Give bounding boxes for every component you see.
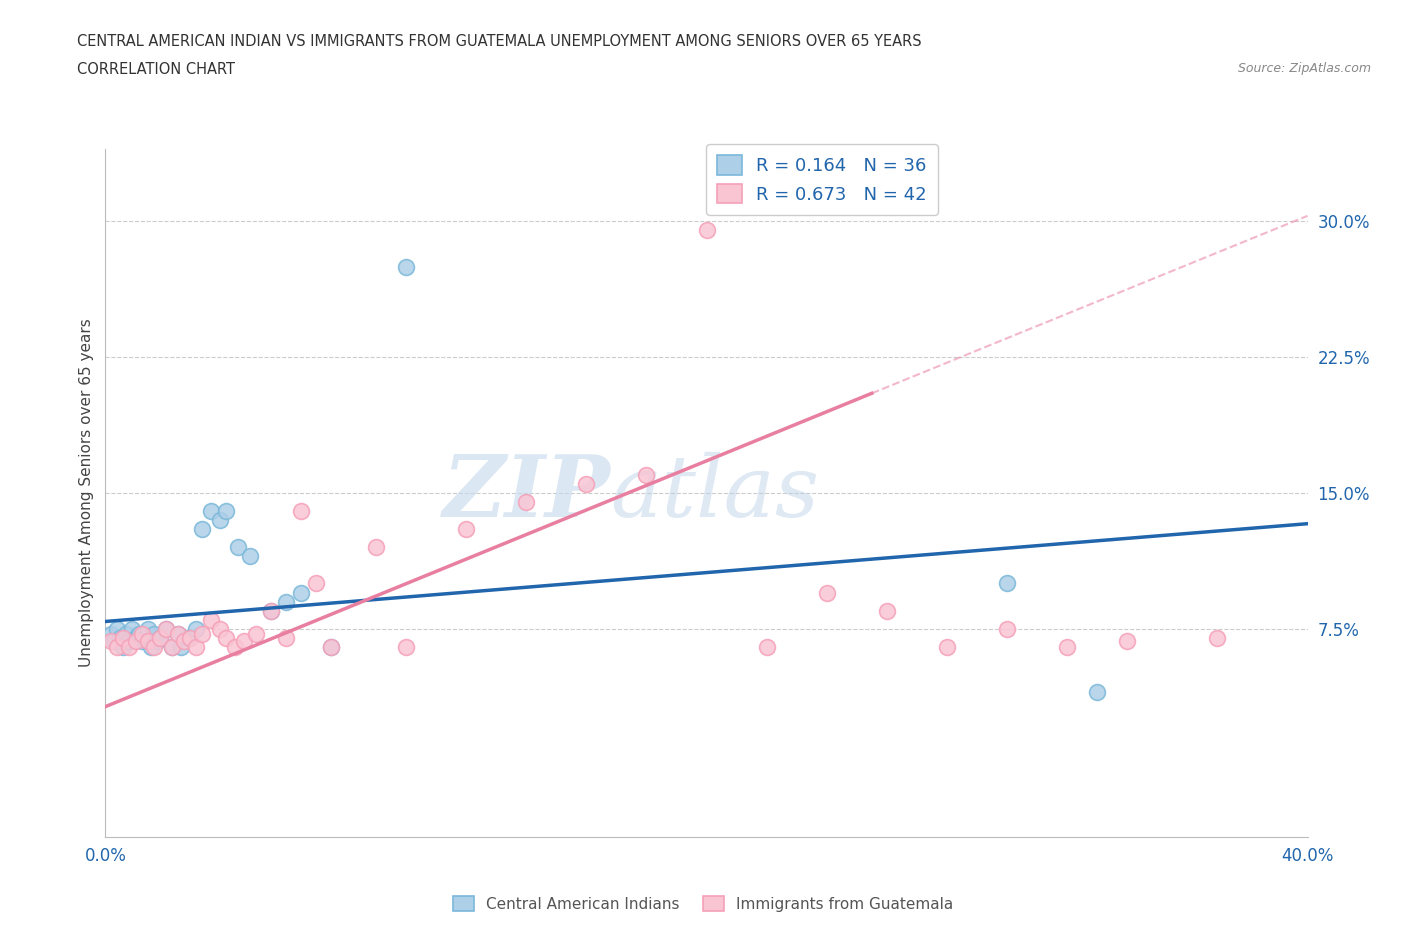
Text: ZIP: ZIP	[443, 451, 610, 535]
Point	[214, 631, 236, 645]
Point	[200, 503, 222, 518]
Point	[239, 549, 262, 564]
Point	[107, 640, 129, 655]
Point	[136, 634, 159, 649]
Point	[260, 604, 283, 618]
Point	[112, 640, 135, 655]
Point	[190, 627, 212, 642]
Point	[115, 627, 138, 642]
Point	[208, 512, 231, 527]
Text: atlas: atlas	[610, 452, 820, 534]
Point	[145, 634, 167, 649]
Point	[1116, 634, 1139, 649]
Point	[395, 259, 418, 274]
Legend: Central American Indians, Immigrants from Guatemala: Central American Indians, Immigrants fro…	[447, 889, 959, 918]
Point	[876, 604, 898, 618]
Point	[107, 621, 129, 636]
Point	[232, 634, 254, 649]
Point	[124, 634, 146, 649]
Point	[454, 522, 477, 537]
Point	[155, 621, 177, 636]
Point	[110, 631, 132, 645]
Point	[136, 621, 159, 636]
Legend: R = 0.164   N = 36, R = 0.673   N = 42: R = 0.164 N = 36, R = 0.673 N = 42	[706, 144, 938, 215]
Point	[112, 631, 135, 645]
Point	[173, 634, 195, 649]
Point	[245, 627, 267, 642]
Point	[139, 640, 162, 655]
Point	[100, 634, 122, 649]
Point	[696, 223, 718, 238]
Point	[364, 539, 387, 554]
Point	[575, 476, 598, 491]
Point	[636, 468, 658, 483]
Point	[1206, 631, 1229, 645]
Point	[995, 621, 1018, 636]
Point	[179, 631, 201, 645]
Point	[226, 539, 249, 554]
Point	[290, 503, 312, 518]
Point	[128, 627, 150, 642]
Text: CORRELATION CHART: CORRELATION CHART	[77, 62, 235, 77]
Y-axis label: Unemployment Among Seniors over 65 years: Unemployment Among Seniors over 65 years	[79, 319, 94, 668]
Point	[166, 627, 188, 642]
Point	[224, 640, 246, 655]
Point	[134, 631, 156, 645]
Point	[166, 627, 188, 642]
Point	[936, 640, 959, 655]
Point	[274, 594, 297, 609]
Point	[995, 576, 1018, 591]
Point	[290, 585, 312, 600]
Point	[103, 634, 125, 649]
Point	[131, 634, 153, 649]
Point	[200, 612, 222, 627]
Point	[190, 522, 212, 537]
Point	[214, 503, 236, 518]
Point	[100, 627, 122, 642]
Point	[155, 621, 177, 636]
Point	[118, 634, 141, 649]
Point	[319, 640, 342, 655]
Point	[815, 585, 838, 600]
Point	[160, 640, 183, 655]
Point	[121, 621, 143, 636]
Point	[148, 631, 170, 645]
Point	[148, 631, 170, 645]
Point	[208, 621, 231, 636]
Point	[1056, 640, 1078, 655]
Text: CENTRAL AMERICAN INDIAN VS IMMIGRANTS FROM GUATEMALA UNEMPLOYMENT AMONG SENIORS : CENTRAL AMERICAN INDIAN VS IMMIGRANTS FR…	[77, 34, 922, 49]
Point	[124, 631, 146, 645]
Point	[176, 631, 198, 645]
Point	[160, 640, 183, 655]
Point	[319, 640, 342, 655]
Point	[305, 576, 328, 591]
Point	[184, 621, 207, 636]
Point	[131, 627, 153, 642]
Point	[142, 640, 165, 655]
Point	[515, 495, 537, 510]
Point	[118, 640, 141, 655]
Point	[755, 640, 778, 655]
Point	[1085, 684, 1108, 699]
Point	[274, 631, 297, 645]
Point	[260, 604, 283, 618]
Point	[169, 640, 191, 655]
Text: Source: ZipAtlas.com: Source: ZipAtlas.com	[1237, 62, 1371, 75]
Point	[142, 627, 165, 642]
Point	[395, 640, 418, 655]
Point	[184, 640, 207, 655]
